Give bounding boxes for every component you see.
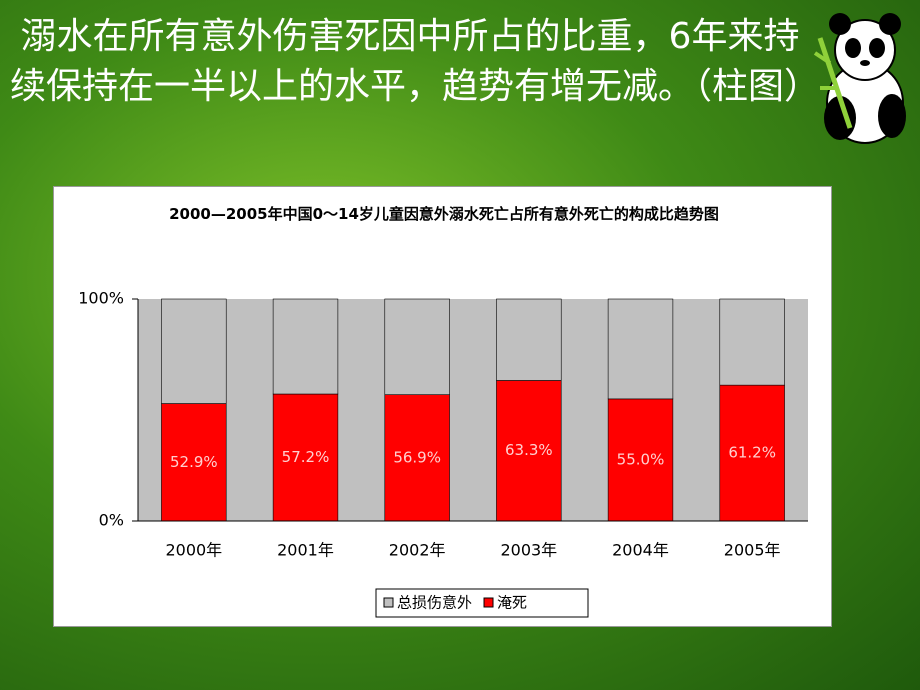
chart-title: 2000—2005年中国0～14岁儿童因意外溺水死亡占所有意外死亡的构成比趋势图	[169, 205, 719, 223]
x-tick-label: 2001年	[277, 541, 334, 560]
bar-segment	[719, 298, 785, 386]
legend-box	[375, 588, 589, 618]
legend-swatch	[383, 597, 394, 608]
data-label: 57.2%	[282, 448, 330, 466]
legend-label: 总损伤意外	[397, 594, 472, 612]
slide-title: 溺水在所有意外伤害死因中所占的比重，6年来持续保持在一半以上的水平，趋势有增无减…	[10, 16, 821, 107]
bar-segment	[719, 384, 785, 522]
y-tick-label: 100%	[78, 289, 124, 308]
bar-segment	[384, 298, 450, 395]
panda-icon	[813, 13, 906, 144]
x-tick-label: 2003年	[500, 541, 557, 560]
chart-panel: 2000—2005年中国0～14岁儿童因意外溺水死亡占所有意外死亡的构成比趋势图…	[53, 186, 832, 627]
data-label: 56.9%	[393, 448, 441, 466]
chart: 0% 100% 52.9% 2000年 57.2% 2001年 56.9% 2002年 63.3…	[78, 289, 808, 618]
legend-label: 淹死	[497, 594, 527, 612]
plot-area	[138, 299, 808, 521]
bar-segment	[272, 298, 339, 395]
legend-swatch	[483, 597, 494, 608]
data-label: 52.9%	[170, 453, 218, 471]
bar-segment	[607, 298, 674, 400]
data-label: 55.0%	[617, 450, 665, 468]
bar-segment	[161, 298, 227, 404]
bar-segment	[496, 298, 562, 381]
bar-segment	[496, 380, 562, 522]
bar-segment	[384, 394, 450, 522]
y-tick-label: 0%	[99, 511, 124, 530]
x-tick-label: 2005年	[724, 541, 781, 560]
bar-segment	[161, 403, 227, 522]
x-tick-label: 2000年	[165, 541, 222, 560]
x-tick-label: 2002年	[389, 541, 446, 560]
data-label: 61.2%	[728, 444, 776, 462]
x-tick-label: 2004年	[612, 541, 669, 560]
bar-segment	[272, 393, 339, 522]
data-label: 63.3%	[505, 441, 553, 459]
bar-segment	[607, 398, 674, 522]
